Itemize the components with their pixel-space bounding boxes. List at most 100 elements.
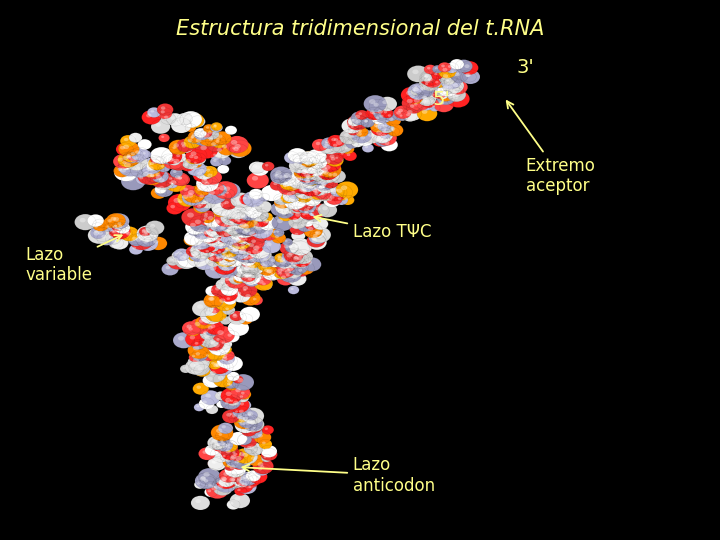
Circle shape [465, 73, 471, 77]
Circle shape [238, 472, 257, 486]
Circle shape [251, 162, 269, 176]
Circle shape [323, 194, 341, 207]
Circle shape [271, 259, 275, 262]
Circle shape [323, 177, 338, 188]
Circle shape [249, 258, 254, 262]
Circle shape [379, 128, 393, 138]
Circle shape [169, 182, 172, 184]
Circle shape [224, 223, 238, 234]
Circle shape [245, 230, 248, 233]
Circle shape [202, 341, 205, 343]
Circle shape [166, 266, 171, 269]
Circle shape [343, 151, 357, 161]
Circle shape [206, 338, 225, 352]
Circle shape [133, 154, 143, 163]
Circle shape [214, 256, 228, 267]
Circle shape [235, 246, 240, 249]
Circle shape [226, 446, 230, 449]
Circle shape [287, 172, 310, 189]
Circle shape [126, 156, 131, 159]
Circle shape [311, 190, 325, 200]
Circle shape [264, 231, 269, 234]
Circle shape [140, 234, 147, 239]
Circle shape [223, 265, 228, 268]
Circle shape [231, 239, 234, 241]
Circle shape [204, 293, 223, 308]
Circle shape [294, 167, 309, 179]
Circle shape [376, 130, 397, 146]
Circle shape [402, 111, 418, 122]
Circle shape [194, 241, 209, 252]
Circle shape [213, 131, 231, 145]
Circle shape [264, 456, 266, 458]
Circle shape [414, 98, 420, 103]
Circle shape [189, 117, 194, 121]
Circle shape [214, 440, 218, 443]
Circle shape [239, 194, 253, 205]
Circle shape [223, 356, 243, 371]
Circle shape [208, 458, 223, 469]
Circle shape [174, 143, 179, 147]
Circle shape [198, 134, 204, 139]
Circle shape [323, 206, 328, 210]
Circle shape [234, 265, 251, 278]
Circle shape [110, 236, 128, 249]
Circle shape [206, 354, 209, 357]
Circle shape [448, 87, 462, 97]
Circle shape [237, 274, 241, 276]
Circle shape [142, 164, 161, 178]
Circle shape [378, 134, 382, 138]
Circle shape [231, 249, 235, 252]
Circle shape [217, 443, 221, 446]
Circle shape [248, 265, 255, 270]
Circle shape [464, 64, 469, 68]
Circle shape [226, 239, 240, 250]
Circle shape [195, 219, 201, 224]
Circle shape [243, 436, 248, 441]
Circle shape [189, 155, 194, 158]
Circle shape [243, 475, 248, 479]
Circle shape [145, 171, 162, 183]
Circle shape [408, 83, 430, 100]
Circle shape [300, 200, 305, 204]
Circle shape [338, 197, 341, 200]
Circle shape [262, 442, 266, 444]
Circle shape [217, 256, 220, 259]
Circle shape [284, 245, 289, 248]
Circle shape [195, 232, 215, 247]
Circle shape [184, 113, 204, 128]
Circle shape [225, 235, 238, 245]
Circle shape [153, 157, 156, 160]
Circle shape [297, 220, 312, 232]
Circle shape [247, 245, 270, 262]
Circle shape [182, 254, 189, 259]
Circle shape [192, 355, 195, 357]
Circle shape [207, 139, 224, 152]
Circle shape [234, 243, 257, 260]
Circle shape [447, 86, 453, 90]
Circle shape [451, 80, 454, 82]
Circle shape [189, 227, 199, 236]
Circle shape [248, 413, 251, 415]
Circle shape [238, 415, 242, 417]
Circle shape [432, 79, 445, 88]
Circle shape [215, 259, 230, 271]
Circle shape [361, 117, 374, 127]
Circle shape [305, 205, 315, 212]
Circle shape [392, 108, 409, 121]
Circle shape [229, 432, 247, 445]
Circle shape [203, 133, 210, 138]
Circle shape [208, 339, 230, 355]
Circle shape [199, 319, 204, 323]
Circle shape [315, 207, 320, 211]
Circle shape [243, 286, 248, 290]
Circle shape [324, 184, 347, 201]
Circle shape [122, 161, 127, 164]
Circle shape [361, 118, 374, 127]
Circle shape [241, 272, 257, 284]
Circle shape [194, 253, 217, 269]
Circle shape [382, 100, 387, 104]
Circle shape [238, 449, 258, 464]
Circle shape [261, 228, 277, 241]
Circle shape [233, 248, 238, 252]
